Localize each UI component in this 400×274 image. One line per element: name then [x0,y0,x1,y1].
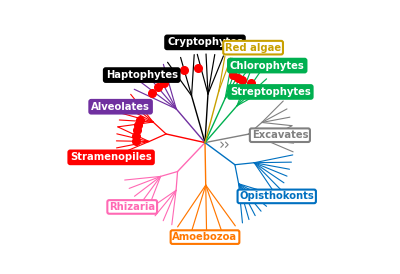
Text: Rhizaria: Rhizaria [109,202,155,212]
Text: Alveolates: Alveolates [91,102,150,112]
Text: Streptophytes: Streptophytes [230,87,311,97]
Text: Cryptophytes: Cryptophytes [167,37,243,47]
Text: Haptophytes: Haptophytes [106,70,178,80]
Text: Chlorophytes: Chlorophytes [230,61,305,71]
Text: Stramenopiles: Stramenopiles [70,152,152,162]
Text: Excavates: Excavates [252,130,308,140]
Text: Red algae: Red algae [225,43,281,53]
Text: Opisthokonts: Opisthokonts [239,192,314,201]
Text: Amoebozoa: Amoebozoa [172,232,238,242]
